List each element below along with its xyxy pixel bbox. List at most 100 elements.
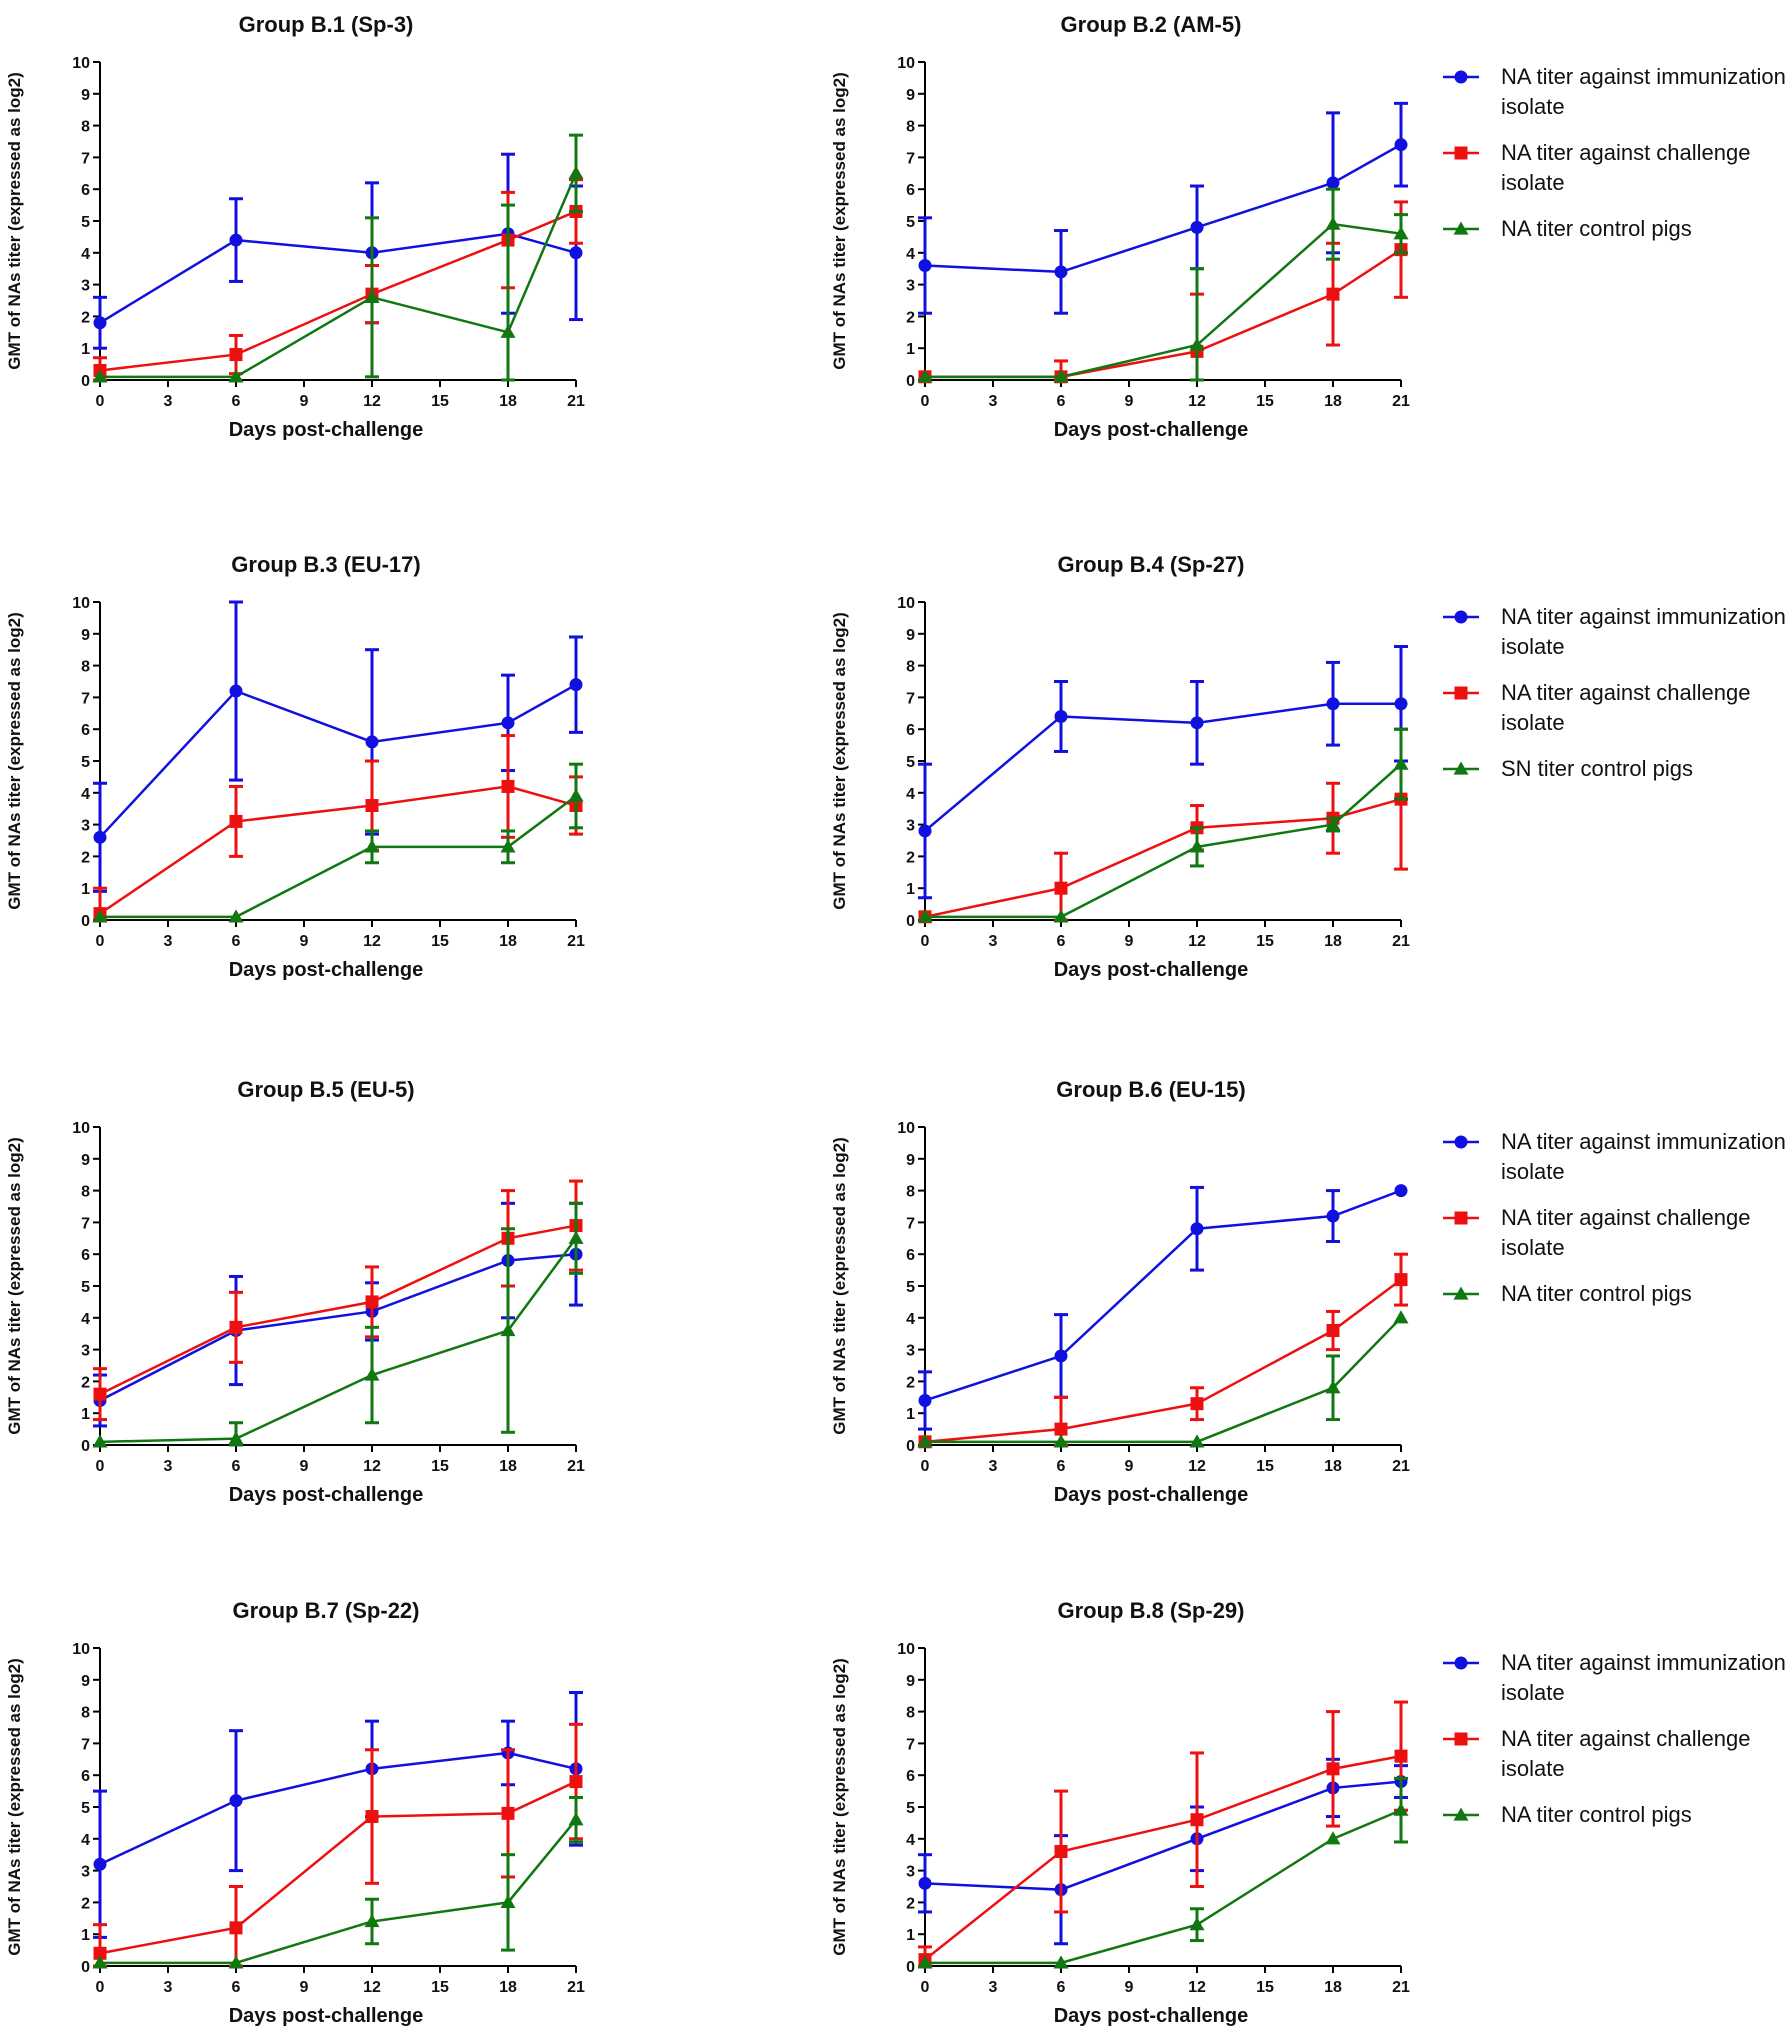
- data-point: [1325, 1831, 1341, 1845]
- x-tick-label: 9: [1125, 1458, 1134, 1475]
- data-point: [1054, 1422, 1068, 1436]
- legend-label: NA titer against challenge isolate: [1501, 680, 1751, 735]
- data-point: [569, 246, 583, 260]
- y-axis-label: GMT of NAs titer (expressed as log2): [5, 72, 24, 370]
- legend-label: SN titer control pigs: [1501, 756, 1693, 781]
- y-tick-label: 4: [81, 1311, 90, 1328]
- series-line: [99, 1224, 577, 1396]
- x-tick-label: 0: [96, 393, 105, 410]
- series-na-titer-against-immunization-isolate: [918, 101, 1408, 315]
- y-tick-label: 7: [906, 1215, 915, 1232]
- y-tick-label: 0: [81, 373, 90, 390]
- legend-marker: [1454, 686, 1468, 700]
- y-tick-label: 5: [906, 1800, 915, 1817]
- x-tick-label: 3: [989, 1458, 998, 1475]
- data-point: [569, 678, 583, 692]
- data-point: [500, 1894, 516, 1909]
- y-tick-label: 2: [81, 849, 90, 866]
- y-tick-label: 6: [81, 1768, 90, 1785]
- x-axis-label: Days post-challenge: [1054, 1484, 1249, 1506]
- legend-label-line: NA titer control pigs: [1501, 1281, 1692, 1306]
- legend-label-line: NA titer against immunization: [1501, 604, 1786, 629]
- y-tick-label: 5: [906, 1279, 915, 1296]
- data-point: [1326, 1209, 1340, 1223]
- y-tick-label: 10: [72, 1641, 90, 1658]
- data-point: [1393, 1310, 1409, 1324]
- y-tick-label: 8: [81, 659, 90, 676]
- y-axis-label: GMT of NAs titer (expressed as log2): [830, 72, 849, 370]
- y-tick-label: 1: [81, 1406, 90, 1423]
- y-tick-label: 4: [906, 786, 915, 803]
- x-tick-label: 18: [1324, 393, 1342, 410]
- data-point: [918, 259, 932, 273]
- legend-label-line: isolate: [1501, 1680, 1565, 1705]
- y-tick-label: 3: [81, 818, 90, 835]
- legend-marker: [1453, 1286, 1469, 1300]
- y-tick-label: 1: [906, 341, 915, 358]
- y-tick-label: 9: [81, 87, 90, 104]
- data-point: [92, 909, 108, 923]
- data-point: [501, 779, 515, 793]
- x-axis-label: Days post-challenge: [1054, 419, 1249, 441]
- legend-marker: [1453, 221, 1469, 235]
- panel-title: Group B.8 (Sp-29): [1057, 1598, 1244, 1623]
- y-tick-label: 1: [81, 341, 90, 358]
- x-tick-label: 9: [300, 393, 309, 410]
- legend-marker: [1454, 1135, 1468, 1149]
- data-point: [1394, 138, 1408, 152]
- y-tick-label: 8: [906, 1705, 915, 1722]
- y-tick-label: 8: [81, 1705, 90, 1722]
- y-tick-label: 10: [72, 595, 90, 612]
- panel-title: Group B.3 (EU-17): [231, 552, 420, 577]
- x-tick-label: 21: [1392, 393, 1410, 410]
- data-point: [1325, 1380, 1341, 1394]
- x-tick-label: 9: [1125, 1979, 1134, 1996]
- legend-marker: [1454, 146, 1468, 160]
- data-point: [364, 289, 380, 303]
- x-tick-label: 18: [499, 1979, 517, 1996]
- series-challenge: [93, 734, 583, 922]
- x-axis-label: Days post-challenge: [229, 419, 424, 441]
- panel-title: Group B.7 (Sp-22): [232, 1598, 419, 1623]
- legend-label-line: NA titer control pigs: [1501, 1802, 1692, 1827]
- series-na-titer-against-immunization-isolate: [918, 645, 1408, 900]
- y-tick-label: 10: [897, 55, 915, 72]
- legend-label: NA titer against immunization isolate: [1501, 604, 1786, 659]
- y-tick-label: 2: [81, 309, 90, 326]
- legend-label: NA titer against challenge isolate: [1501, 1205, 1751, 1260]
- data-point: [228, 1955, 244, 1969]
- y-tick-label: 7: [81, 690, 90, 707]
- y-tick-label: 0: [906, 1438, 915, 1455]
- data-point: [917, 1434, 933, 1448]
- legend-label: NA titer control pigs: [1501, 216, 1692, 241]
- data-point: [918, 824, 932, 838]
- y-tick-label: 1: [906, 1406, 915, 1423]
- y-tick-label: 1: [81, 1927, 90, 1944]
- series-line: [100, 1818, 577, 1965]
- y-tick-label: 7: [906, 690, 915, 707]
- legend-label: NA titer against immunization isolate: [1501, 64, 1786, 119]
- y-tick-label: 10: [897, 595, 915, 612]
- x-tick-label: 6: [1057, 393, 1066, 410]
- x-tick-label: 21: [1392, 933, 1410, 950]
- data-point: [364, 1367, 380, 1381]
- data-point: [1393, 1802, 1409, 1816]
- data-point: [228, 1431, 244, 1445]
- legend-marker: [1453, 761, 1469, 775]
- data-point: [93, 1387, 107, 1401]
- y-tick-label: 3: [906, 278, 915, 295]
- y-tick-label: 2: [906, 1374, 915, 1391]
- legend-label-line: isolate: [1501, 710, 1565, 735]
- series-line: [924, 1189, 1402, 1402]
- data-point: [1190, 220, 1204, 234]
- legend-label-line: isolate: [1501, 1235, 1565, 1260]
- legend: NA titer against immunization isolate NA t…: [1443, 64, 1786, 241]
- series-na-titer-control-pigs: [917, 1776, 1409, 1969]
- y-tick-label: 8: [906, 119, 915, 136]
- data-point: [93, 1946, 107, 1960]
